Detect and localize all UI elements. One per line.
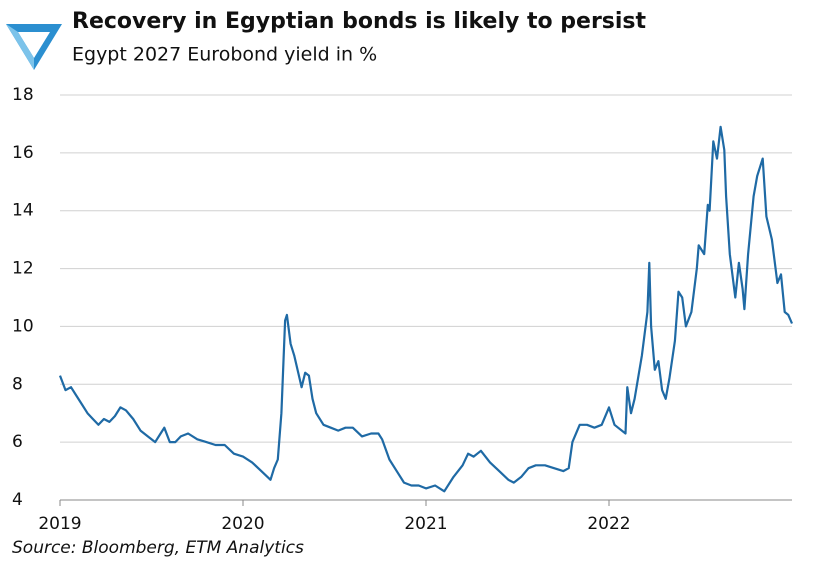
chart-subtitle: Egypt 2027 Eurobond yield in % xyxy=(72,44,377,66)
x-tick-label: 2022 xyxy=(587,514,630,534)
y-tick-label: 10 xyxy=(12,316,34,336)
x-tick-label: 2021 xyxy=(404,514,447,534)
chart-title: Recovery in Egyptian bonds is likely to … xyxy=(72,9,647,34)
x-tick-label: 2019 xyxy=(38,514,81,534)
y-tick-label: 18 xyxy=(12,85,34,105)
y-tick-label: 6 xyxy=(12,432,23,452)
y-tick-label: 14 xyxy=(12,201,34,221)
logo xyxy=(6,24,62,70)
y-tick-label: 12 xyxy=(12,259,34,279)
source: Source: Bloomberg, ETM Analytics xyxy=(12,538,304,558)
line xyxy=(58,125,794,493)
y-tick-label: 8 xyxy=(12,374,23,394)
y-tick-label: 4 xyxy=(12,490,23,510)
x-tick-label: 2020 xyxy=(221,514,264,534)
y-tick-label: 16 xyxy=(12,143,34,163)
